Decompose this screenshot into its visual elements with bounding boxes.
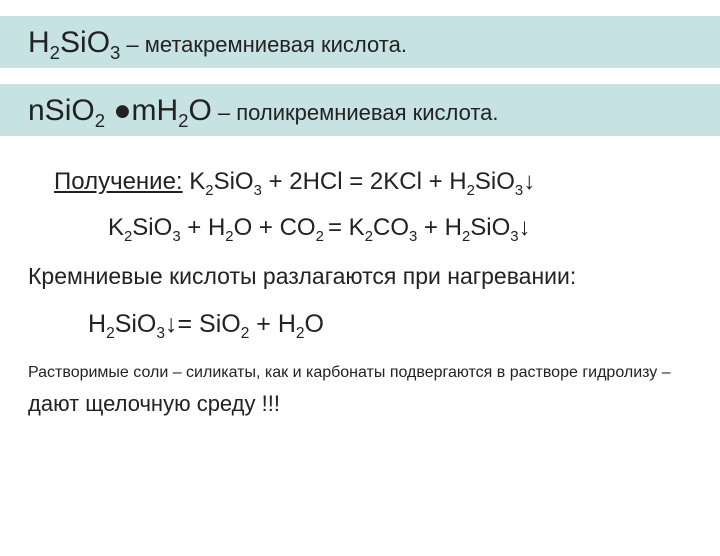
decomposition-label: Кремниевые кислоты разлагаются при нагре…: [28, 263, 576, 289]
formula-h2sio3: H2SiO3: [28, 26, 120, 60]
banner-polysilicic: nSiO2 ●mH2O – поликремниевая кислота.: [0, 84, 720, 136]
equation-2: K2SiO3 + H2O + CO2 = K2CO3 + H2SiO3↓: [108, 214, 531, 242]
hydrolysis-note: Растворимые соли – силикаты, как и карбо…: [0, 360, 720, 421]
banner-metasilicic: H2SiO3 – метакремниевая кислота.: [0, 16, 720, 68]
label-preparation: Получение:: [54, 168, 183, 196]
equation-3: H2SiO3↓= SiO2 + H2O: [88, 310, 324, 339]
equation-2-line: K2SiO3 + H2O + CO2 = K2CO3 + H2SiO3↓: [28, 214, 692, 242]
equation-3-line: H2SiO3↓= SiO2 + H2O: [28, 310, 692, 339]
content-area: Получение: K2SiO3 + 2HCl = 2KCl + H2SiO3…: [0, 136, 720, 338]
equation-1: K2SiO3 + 2HCl = 2KCl + H2SiO3↓: [189, 168, 535, 196]
note-text-small: Растворимые соли – силикаты, как и карбо…: [28, 364, 671, 381]
formula-nsio2-mh2o: nSiO2 ●mH2O: [28, 94, 212, 128]
note-text-big: дают щелочную среду !!!: [28, 391, 280, 416]
decomposition-text: Кремниевые кислоты разлагаются при нагре…: [28, 263, 692, 289]
descr-metasilicic: – метакремниевая кислота.: [126, 32, 407, 58]
descr-polysilicic: – поликремниевая кислота.: [218, 100, 499, 126]
equation-1-line: Получение: K2SiO3 + 2HCl = 2KCl + H2SiO3…: [28, 168, 692, 196]
spacer: [183, 168, 190, 196]
